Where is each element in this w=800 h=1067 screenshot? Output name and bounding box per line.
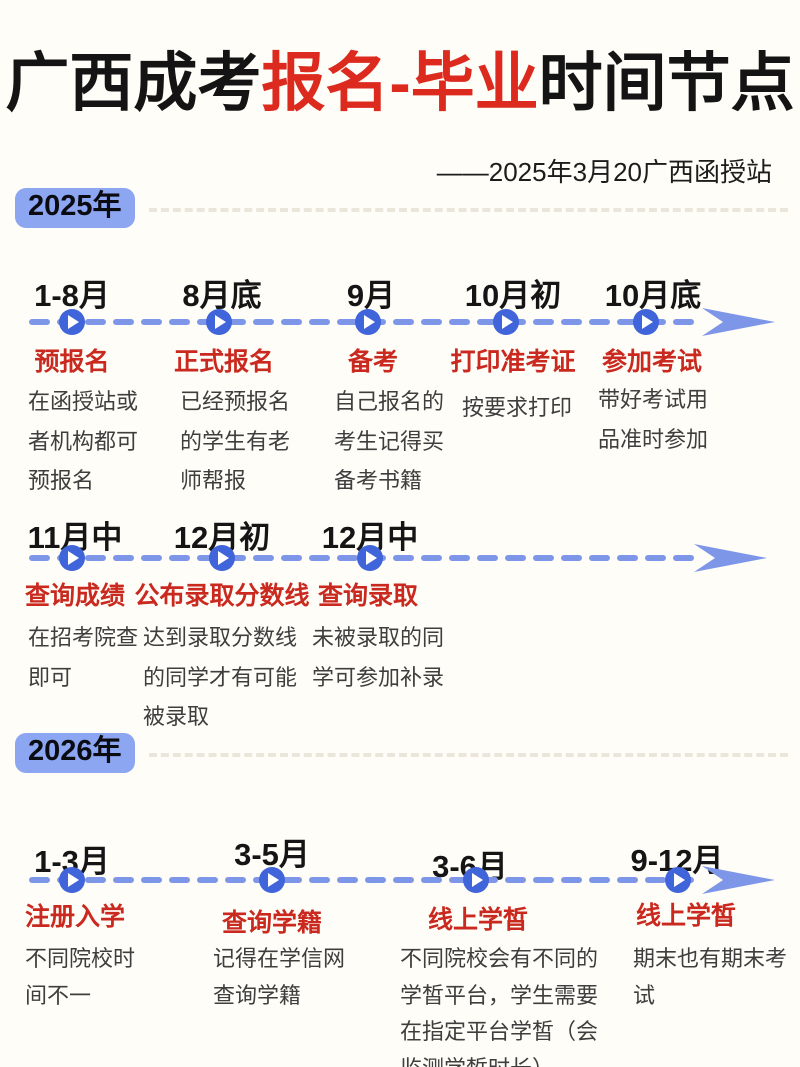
- timeline-node: [59, 545, 85, 571]
- stage-label: 参加考试: [601, 348, 703, 376]
- title-part-left: 广西成考: [5, 47, 262, 119]
- timeline-dashed-line: [29, 866, 775, 894]
- stage-description: 自己报名的考生记得买备考书籍: [334, 389, 445, 494]
- timeline-node: [206, 309, 232, 335]
- timeline-node: [665, 867, 691, 893]
- stage-label: 查询学籍: [221, 909, 323, 937]
- subtitle-byline: ——2025年3月20广西函授站: [436, 157, 772, 187]
- year-row-2026: 2026年: [15, 733, 788, 773]
- stage-label: 查询录取: [317, 582, 419, 610]
- timeline-2025-row1: 1-8月 8月底 9月 10月初 10月底 预报名 正式报名 备考 打印准考证 …: [0, 270, 800, 500]
- timeline-node: [259, 867, 285, 893]
- timeline-node: [463, 867, 489, 893]
- play-icon: [68, 551, 79, 565]
- month-label: 1-8月: [34, 278, 110, 313]
- play-icon: [502, 315, 513, 329]
- play-icon: [642, 315, 653, 329]
- timeline-node: [357, 545, 383, 571]
- title-part-right: 时间节点: [538, 47, 795, 119]
- timeline-dashed-line: [29, 308, 775, 336]
- stage-label: 公布录取分数线: [134, 582, 310, 610]
- arrow-icon: [702, 866, 775, 894]
- year-badge-2025: 2025年: [15, 188, 135, 228]
- stage-label: 注册入学: [24, 903, 126, 931]
- month-label: 3-5月: [234, 837, 310, 872]
- timeline-2026: 1-3月 3-5月 3-6月 9-12月 注册入学 查询学籍 线上学皙 线上学皙…: [0, 833, 800, 1067]
- stage-description: 按要求打印: [462, 395, 573, 420]
- stage-description: 在招考院查即可: [28, 625, 139, 690]
- page-title: 广西成考报名-毕业时间节点: [0, 32, 800, 124]
- stage-label: 备考: [347, 348, 399, 376]
- timeline-node: [355, 309, 381, 335]
- year-divider-dashes: [148, 207, 788, 212]
- year-badge-2026: 2026年: [15, 733, 135, 773]
- stage-label: 线上学皙: [427, 906, 529, 934]
- stage-description: 达到录取分数线的同学才有可能被录取: [143, 625, 298, 730]
- timeline-node: [493, 309, 519, 335]
- stage-description: 在函授站或者机构都可预报名: [28, 389, 139, 494]
- play-icon: [364, 315, 375, 329]
- play-icon: [268, 873, 279, 887]
- play-icon: [68, 873, 79, 887]
- play-icon: [68, 315, 79, 329]
- timeline-node: [633, 309, 659, 335]
- stage-label: 查询成绩: [24, 582, 126, 610]
- arrow-icon: [694, 544, 767, 572]
- stage-description: 未被录取的同学可参加补录: [312, 625, 445, 690]
- stage-description: 期末也有期末考试: [633, 946, 788, 1008]
- month-label: 9月: [346, 278, 396, 313]
- stage-description: 不同院校时间不一: [25, 946, 136, 1008]
- stage-label: 打印准考证: [450, 348, 576, 376]
- month-label: 10月初: [464, 278, 562, 313]
- month-label: 8月底: [182, 278, 262, 313]
- year-row-2025: 2025年: [15, 188, 788, 228]
- stage-label: 预报名: [34, 348, 110, 376]
- play-icon: [218, 551, 229, 565]
- play-icon: [366, 551, 377, 565]
- timeline-2025-row2: 11月中 12月初 12月中 查询成绩 公布录取分数线 查询录取 在招考院查即可…: [0, 512, 800, 729]
- play-icon: [674, 873, 685, 887]
- timeline-node: [209, 545, 235, 571]
- timeline-node: [59, 867, 85, 893]
- play-icon: [215, 315, 226, 329]
- stage-label: 线上学皙: [635, 902, 737, 930]
- timeline-dashed-line: [29, 544, 767, 572]
- stage-description: 记得在学信网查询学籍: [213, 946, 346, 1008]
- title-part-red: 报名-毕业: [261, 47, 539, 119]
- play-icon: [472, 873, 483, 887]
- stage-label: 正式报名: [173, 348, 275, 376]
- year-divider-dashes: [148, 752, 788, 757]
- arrow-icon: [702, 308, 775, 336]
- month-label: 10月底: [604, 278, 702, 313]
- stage-description: 带好考试用品准时参加: [598, 387, 709, 452]
- timeline-node: [59, 309, 85, 335]
- stage-description: 已经预报名的学生有老师帮报: [180, 389, 291, 494]
- stage-description: 不同院校会有不同的学皙平台，学生需要在指定平台学皙（会监测学皙时长）: [400, 946, 599, 1067]
